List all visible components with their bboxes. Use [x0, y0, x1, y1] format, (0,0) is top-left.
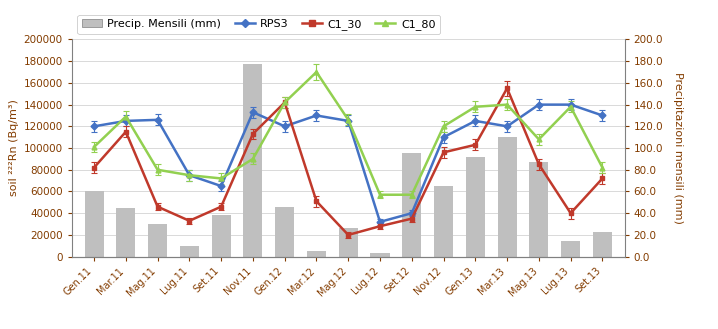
Bar [85, 191, 103, 257]
Bar [529, 162, 549, 257]
Bar [243, 64, 263, 257]
Bar [275, 207, 294, 257]
Y-axis label: soil ²²²Rn (Bq/m³): soil ²²²Rn (Bq/m³) [9, 100, 19, 196]
Bar [434, 186, 453, 257]
Bar [402, 153, 421, 257]
Legend: Precip. Mensili (mm), RPS3, C1_30, C1_80: Precip. Mensili (mm), RPS3, C1_30, C1_80 [78, 14, 440, 35]
Bar [370, 253, 390, 257]
Bar [180, 246, 199, 257]
Bar [116, 208, 136, 257]
Bar [498, 137, 517, 257]
Y-axis label: Precipitazioni mensili (mm): Precipitazioni mensili (mm) [673, 72, 683, 224]
Bar [466, 157, 485, 257]
Bar [148, 224, 167, 257]
Bar [339, 228, 358, 257]
Bar [212, 215, 230, 257]
Bar [561, 241, 580, 257]
Bar [307, 251, 326, 257]
Bar [593, 232, 612, 257]
